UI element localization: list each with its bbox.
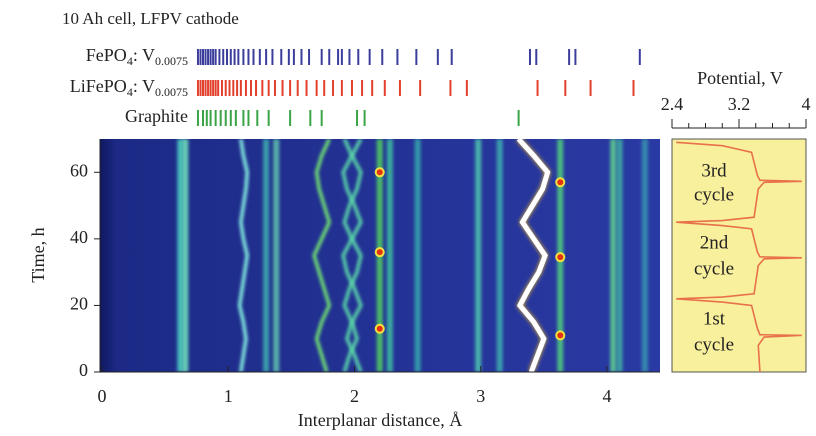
cycle-label: 2nd bbox=[700, 232, 729, 253]
cycle-label: cycle bbox=[694, 334, 734, 355]
diffraction-line bbox=[475, 139, 482, 372]
reference-label-part: 4 bbox=[127, 54, 133, 68]
y-tick-label: 20 bbox=[70, 294, 88, 314]
reference-label-part: : V bbox=[133, 76, 155, 96]
y-tick-label: 40 bbox=[70, 227, 88, 247]
x-tick-label: 3 bbox=[476, 386, 485, 406]
chart-title: 10 Ah cell, LFPV cathode bbox=[62, 9, 239, 28]
cycle-label: cycle bbox=[694, 258, 734, 279]
potential-panel bbox=[671, 138, 807, 373]
reference-label-part: 4 bbox=[127, 85, 133, 99]
moving-diffraction-line bbox=[342, 139, 363, 372]
intensity-spot bbox=[555, 330, 566, 341]
diffraction-line bbox=[177, 139, 184, 372]
reference-label-part: 0.0075 bbox=[155, 54, 188, 68]
x-tick-label: 4 bbox=[802, 94, 811, 114]
reference-label-part: LiFePO bbox=[70, 76, 127, 96]
cycle-label: 1st bbox=[703, 308, 726, 329]
moving-diffraction-line bbox=[237, 139, 249, 372]
moving-diffraction-line bbox=[516, 139, 551, 372]
x-tick-label: 1 bbox=[224, 386, 233, 406]
cycle-label: cycle bbox=[694, 184, 734, 205]
diffraction-line bbox=[616, 139, 623, 372]
intensity-spot bbox=[555, 177, 566, 188]
heatmap bbox=[177, 139, 648, 372]
diffraction-line bbox=[414, 139, 421, 372]
reference-label-part: FePO bbox=[86, 45, 127, 65]
reference-label-part: Graphite bbox=[125, 106, 188, 126]
x-tick-label: 4 bbox=[602, 386, 611, 406]
x-tick-label: 3.2 bbox=[728, 94, 751, 114]
diffraction-line bbox=[610, 139, 617, 372]
y-axis-label: Time, h bbox=[28, 227, 48, 282]
x-tick-label: 2 bbox=[350, 386, 359, 406]
moving-diffraction-line bbox=[341, 139, 363, 372]
x-tick-label: 2.4 bbox=[661, 94, 684, 114]
reference-label-part: : V bbox=[133, 45, 155, 65]
moving-diffraction-line bbox=[312, 139, 332, 372]
diffraction-line bbox=[182, 139, 189, 372]
intensity-spot bbox=[374, 247, 385, 258]
intensity-spot bbox=[374, 323, 385, 334]
reference-label: LiFePO4: V0.0075 bbox=[70, 76, 188, 99]
y-tick-label: 0 bbox=[79, 360, 88, 380]
reference-label: Graphite bbox=[125, 106, 188, 126]
diffraction-line bbox=[263, 139, 270, 372]
x-tick-label: 0 bbox=[98, 386, 107, 406]
potential-curve bbox=[676, 141, 802, 373]
cycle-label: 3rd bbox=[701, 160, 727, 181]
y-tick-label: 60 bbox=[70, 160, 88, 180]
diffraction-line bbox=[641, 139, 648, 372]
diffraction-line bbox=[386, 139, 393, 372]
intensity-spot bbox=[374, 167, 385, 178]
reference-label-part: 0.0075 bbox=[155, 85, 188, 99]
potential-axis-label: Potential, V bbox=[697, 68, 783, 88]
diffraction-line bbox=[273, 139, 280, 372]
intensity-spot bbox=[555, 252, 566, 263]
diffraction-line bbox=[496, 139, 503, 372]
x-axis-label: Interplanar distance, Å bbox=[298, 410, 462, 430]
reference-label: FePO4: V0.0075 bbox=[86, 45, 188, 68]
